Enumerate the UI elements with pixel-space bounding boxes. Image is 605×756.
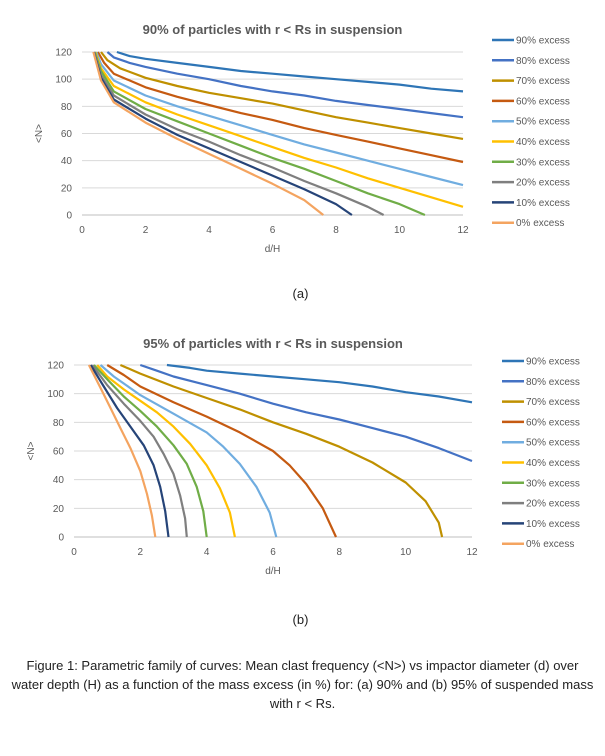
chart-b-series-line-5 <box>96 364 236 538</box>
chart-a-legend-label: 20% excess <box>516 178 570 189</box>
chart-b-series-line-6 <box>93 364 208 538</box>
chart-b-title: 95% of particles with r < Rs in suspensi… <box>143 336 403 351</box>
chart-a-series-line-7 <box>93 51 385 216</box>
chart-a-legend-label: 30% excess <box>516 157 570 168</box>
chart-a-series-line-2 <box>100 51 464 140</box>
chart-a-plot: 90% of particles with r < Rs in suspensi… <box>34 22 570 255</box>
chart-a-y-tick-label: 20 <box>61 183 73 194</box>
chart-a-legend-label: 70% excess <box>516 76 570 87</box>
chart-b-y-axis-label: <N> <box>26 441 37 460</box>
chart-b-x-axis-label: d/H <box>265 566 281 577</box>
chart-a-y-tick-label: 40 <box>61 156 73 167</box>
chart-a-legend-label: 80% excess <box>516 56 570 67</box>
chart-b-series-line-8 <box>89 364 170 538</box>
chart-b-y-tick-label: 80 <box>53 418 65 429</box>
subfigure-label-b: (b) <box>292 612 309 627</box>
chart-b-legend-label: 60% excess <box>526 417 580 428</box>
chart-b-y-tick-label: 40 <box>53 475 65 486</box>
chart-b: 95% of particles with r < Rs in suspensi… <box>0 330 605 620</box>
chart-a-series-line-6 <box>93 51 426 217</box>
chart-a-series-line-8 <box>92 51 353 216</box>
chart-b-x-tick-label: 0 <box>71 547 77 558</box>
chart-b-y-tick-label: 0 <box>58 533 64 544</box>
chart-a-x-tick-label: 4 <box>206 225 212 236</box>
chart-b-y-tick-label: 20 <box>53 504 65 515</box>
chart-a-y-tick-label: 120 <box>55 48 72 59</box>
chart-b-series-line-3 <box>106 364 337 538</box>
chart-a-x-tick-label: 6 <box>270 225 276 236</box>
chart-a-y-tick-label: 0 <box>66 211 72 222</box>
chart-a-legend-label: 10% excess <box>516 198 570 209</box>
chart-a-legend-label: 0% excess <box>516 218 564 229</box>
chart-b-x-tick-label: 6 <box>270 547 276 558</box>
chart-a-y-tick-label: 80 <box>61 102 73 113</box>
chart-b-y-tick-label: 60 <box>53 447 65 458</box>
chart-a-series-line-1 <box>106 51 464 119</box>
chart-b-plot: 95% of particles with r < Rs in suspensi… <box>26 336 580 577</box>
chart-b-legend-label: 0% excess <box>526 539 574 550</box>
chart-a-title: 90% of particles with r < Rs in suspensi… <box>143 22 403 37</box>
chart-b-y-tick-label: 100 <box>47 389 64 400</box>
chart-a-x-axis-label: d/H <box>265 244 281 255</box>
chart-b-legend-label: 30% excess <box>526 478 580 489</box>
chart-b-series-line-7 <box>91 364 188 538</box>
chart-a-legend-label: 40% excess <box>516 137 570 148</box>
chart-a-y-tick-label: 60 <box>61 129 73 140</box>
chart-b-series-line-0 <box>166 363 473 404</box>
chart-a-x-tick-label: 10 <box>394 225 406 236</box>
chart-a-x-tick-label: 12 <box>457 225 469 236</box>
figure-caption: Figure 1: Parametric family of curves: M… <box>11 658 594 711</box>
chart-b-x-tick-label: 2 <box>138 547 144 558</box>
chart-a: 90% of particles with r < Rs in suspensi… <box>0 0 605 290</box>
chart-a-series-line-0 <box>116 50 464 93</box>
chart-a-legend-label: 90% excess <box>516 36 570 47</box>
chart-b-x-tick-label: 12 <box>466 547 478 558</box>
chart-a-x-tick-label: 2 <box>143 225 149 236</box>
chart-b-series-line-1 <box>139 363 473 463</box>
chart-b-series-line-9 <box>87 364 157 538</box>
chart-a-series-line-3 <box>96 51 464 164</box>
chart-a-y-axis-label: <N> <box>34 124 45 143</box>
chart-b-y-tick-label: 120 <box>47 361 64 372</box>
chart-a-x-tick-label: 0 <box>79 225 85 236</box>
chart-a-series-line-9 <box>92 51 324 216</box>
chart-a-series-line-4 <box>95 51 464 187</box>
chart-a-y-tick-label: 100 <box>55 75 72 86</box>
chart-b-x-tick-label: 10 <box>400 547 412 558</box>
chart-b-x-tick-label: 4 <box>204 547 210 558</box>
chart-b-legend-label: 50% excess <box>526 438 580 449</box>
chart-a-x-tick-label: 8 <box>333 225 339 236</box>
chart-a-legend-label: 50% excess <box>516 117 570 128</box>
chart-b-legend-label: 80% excess <box>526 377 580 388</box>
subfigure-label-a: (a) <box>292 286 309 301</box>
chart-b-legend-label: 90% excess <box>526 357 580 368</box>
chart-b-legend-label: 70% excess <box>526 397 580 408</box>
chart-a-series-line-5 <box>94 51 464 208</box>
chart-b-legend-label: 20% excess <box>526 499 580 510</box>
chart-b-series-line-2 <box>119 363 444 538</box>
chart-b-series-line-4 <box>99 364 278 538</box>
chart-a-legend-label: 60% excess <box>516 96 570 107</box>
chart-b-legend-label: 10% excess <box>526 519 580 530</box>
chart-b-x-tick-label: 8 <box>337 547 343 558</box>
chart-b-legend-label: 40% excess <box>526 458 580 469</box>
